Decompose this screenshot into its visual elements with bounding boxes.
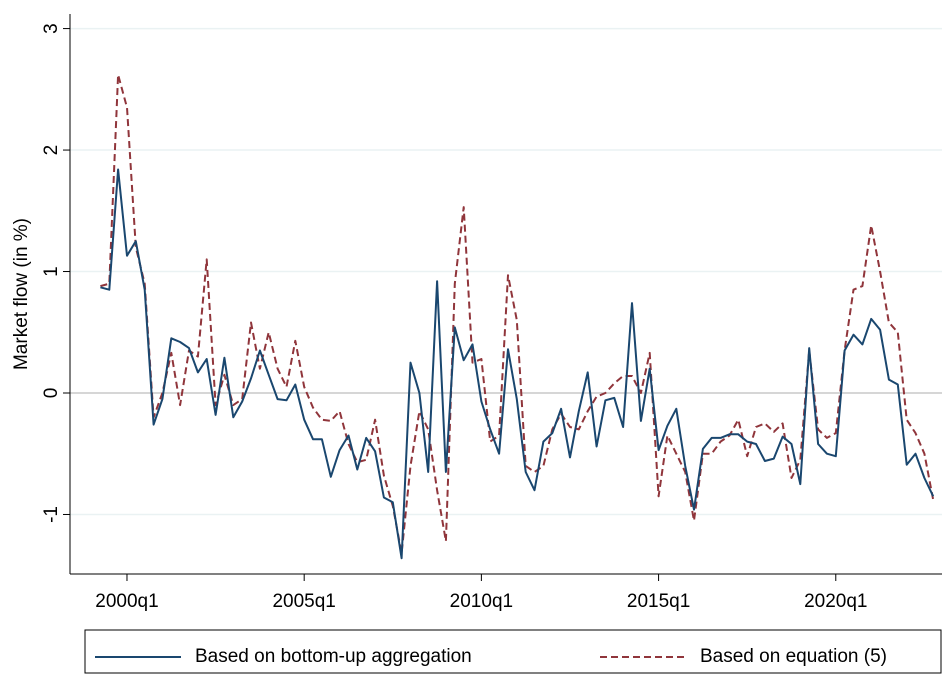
series-line xyxy=(100,168,935,560)
x-tick-label: 2020q1 xyxy=(804,591,867,612)
y-axis-label: Market flow (in %) xyxy=(11,218,32,370)
x-tick-label: 2015q1 xyxy=(627,591,690,612)
x-tick-label: 2000q1 xyxy=(95,591,158,612)
x-tick-label: 2010q1 xyxy=(450,591,513,612)
y-tick-label: -1 xyxy=(41,506,62,523)
legend-label: Based on equation (5) xyxy=(700,646,887,667)
legend-box xyxy=(84,629,942,674)
x-tick-label: 2005q1 xyxy=(272,591,335,612)
y-tick-label: 2 xyxy=(41,145,62,156)
y-tick-label: 1 xyxy=(41,266,62,277)
legend-label: Based on bottom-up aggregation xyxy=(195,646,472,667)
y-tick-label: 3 xyxy=(41,23,62,34)
y-tick-label: 0 xyxy=(41,388,62,399)
